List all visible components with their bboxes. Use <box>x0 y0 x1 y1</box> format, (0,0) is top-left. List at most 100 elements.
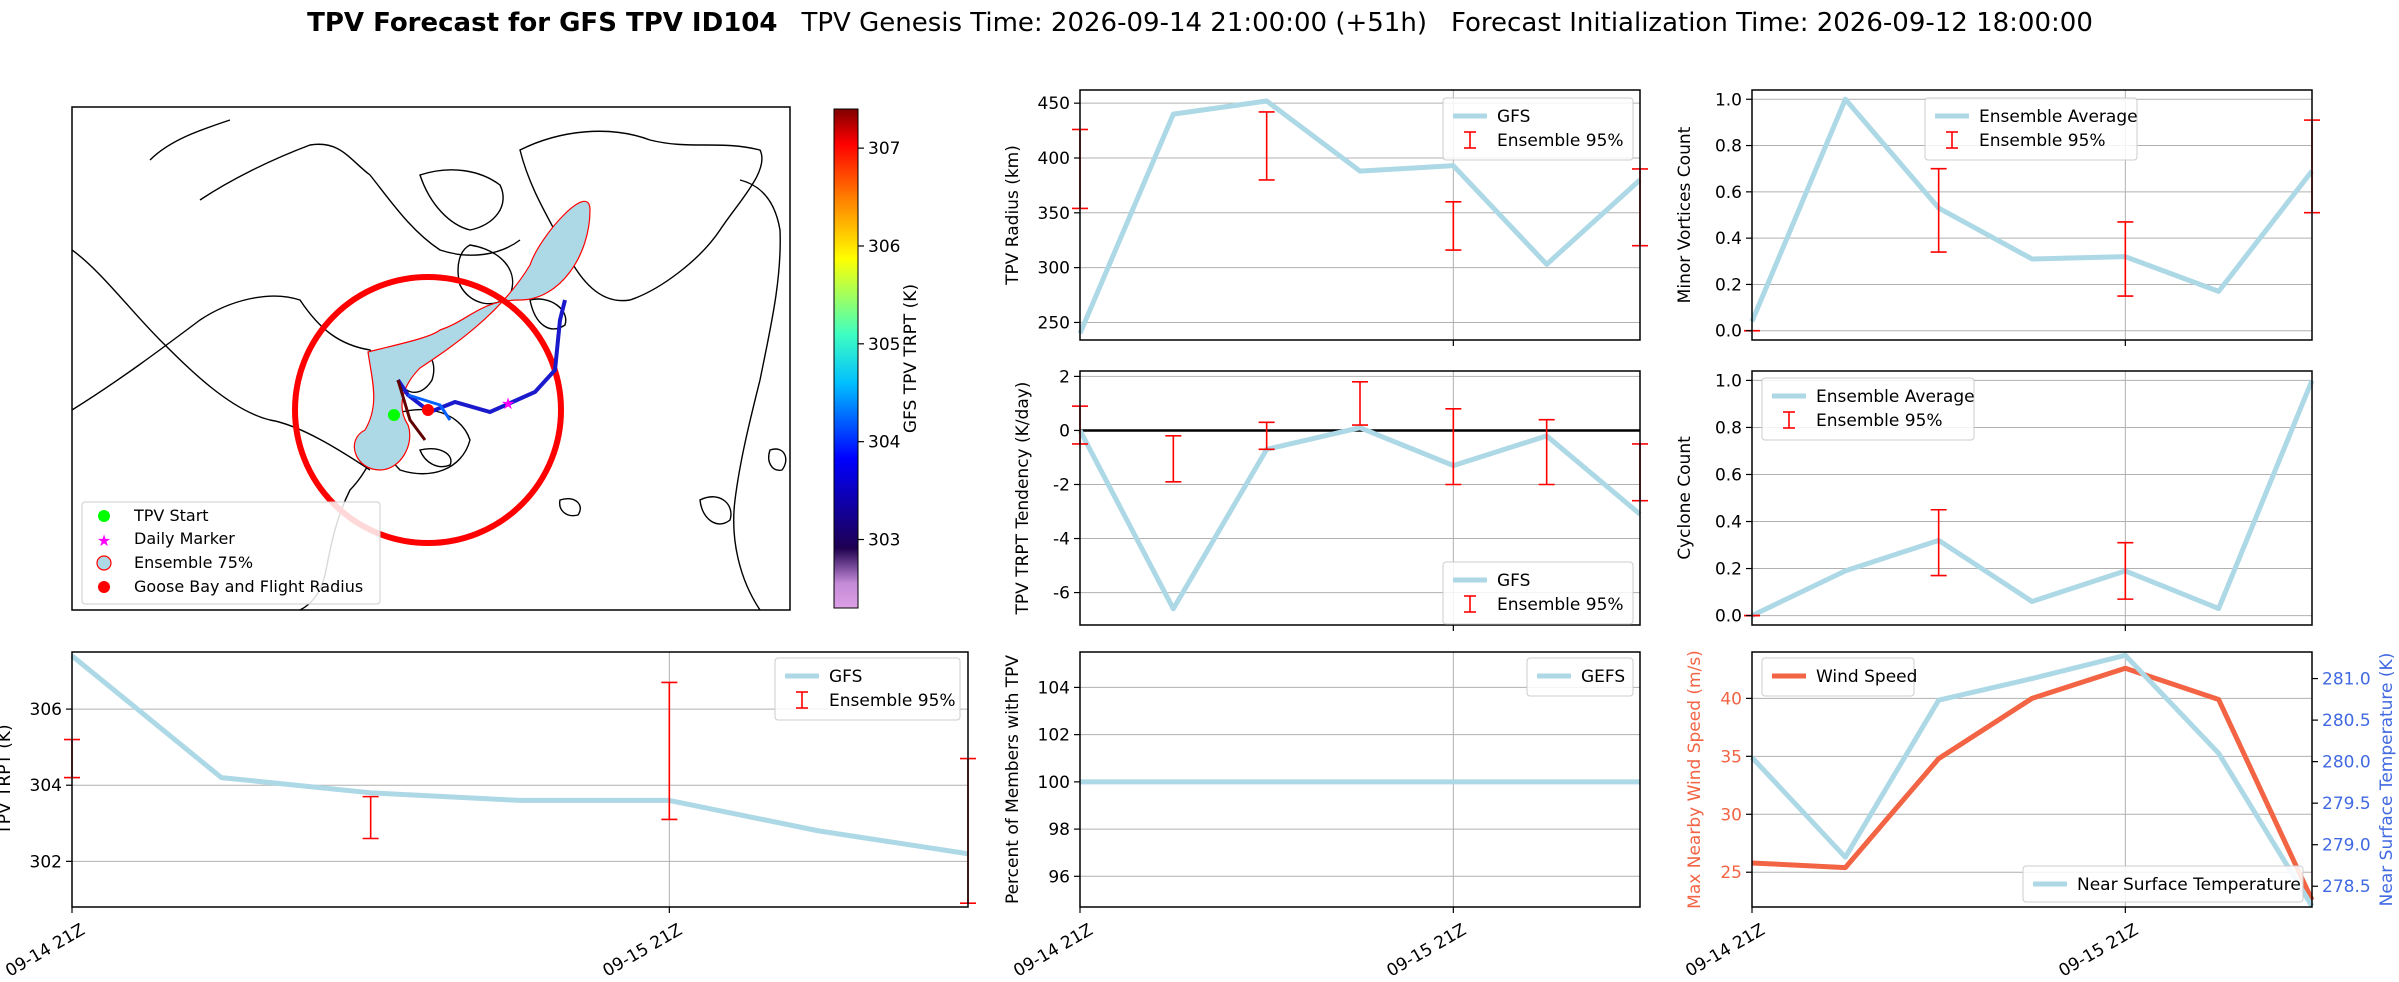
daily-marker-icon: ★ <box>97 531 111 550</box>
y-tick-label: 25 <box>1720 863 1742 883</box>
y-tick-label: 1.0 <box>1715 90 1742 110</box>
legend-box <box>1526 657 1634 697</box>
x-tick-label: 09-14 21Z <box>2 920 88 981</box>
y-tick-label: -4 <box>1053 530 1070 550</box>
legend-label: Wind Speed <box>1816 667 1917 687</box>
y-tick-label: 0.2 <box>1715 275 1742 295</box>
y-tick-label: 104 <box>1038 678 1070 698</box>
colorbar-tick-label: 305 <box>868 335 900 355</box>
y-axis-label: Percent of Members with TPV <box>1003 655 1023 904</box>
y2-tick-label: 281.0 <box>2322 670 2371 690</box>
y-axis-label: TPV Radius (km) <box>1003 145 1023 286</box>
series-radius <box>1077 98 1642 335</box>
x-tick-label: 09-15 21Z <box>2056 920 2142 981</box>
ensemble-75-icon <box>96 555 112 571</box>
legend-box <box>1442 561 1634 625</box>
y-axis-label: Minor Vortices Count <box>1675 126 1695 303</box>
y-tick-label: 102 <box>1038 726 1070 746</box>
axes-frame <box>1751 370 2313 626</box>
legend-daily-marker: Daily Marker <box>134 529 235 548</box>
axes-frame <box>1079 89 1641 341</box>
legend-label: Ensemble 95% <box>1497 131 1624 151</box>
legend-label: Ensemble Average <box>1816 387 1975 407</box>
y2-axis-label: Near Surface Temperature (K) <box>2377 653 2397 907</box>
y-tick-label: 302 <box>30 852 62 872</box>
y-tick-label: 300 <box>1038 259 1070 279</box>
colorbar-gradient <box>833 108 859 609</box>
goose-bay-icon <box>98 581 110 593</box>
legend-box <box>774 657 961 721</box>
y2-tick-label: 280.5 <box>2322 711 2371 731</box>
y-axis-label: Cyclone Count <box>1675 436 1695 560</box>
legend-label: Near Surface Temperature <box>2077 875 2301 895</box>
y-tick-label: 0.8 <box>1715 418 1742 438</box>
legend-label: Ensemble 95% <box>1979 131 2106 151</box>
x-tick-label: 09-15 21Z <box>1384 920 1470 981</box>
y-tick-label: 0.4 <box>1715 513 1742 533</box>
chart-minor: 0.0 0.2 0.4 0.6 0.8 1.0 Minor Vortices Count En… <box>1675 89 2320 346</box>
y-tick-label: 100 <box>1038 773 1070 793</box>
axes-frame <box>1079 370 1641 626</box>
series-minor <box>1749 96 2314 323</box>
y-tick-label: 306 <box>30 700 62 720</box>
legend-box <box>1761 657 1915 697</box>
legend-box <box>1442 97 1634 161</box>
legend-label: Ensemble 95% <box>1497 595 1624 615</box>
y-tick-label: 0.2 <box>1715 560 1742 580</box>
axes-frame <box>71 651 969 908</box>
colorbar: 303 304 305 306 307 GFS TPV TRPT (K) <box>833 108 921 609</box>
map-legend: TPV Start ★ Daily Marker Ensemble 75% Go… <box>81 501 381 605</box>
y2-tick-label: 279.5 <box>2322 794 2371 814</box>
legend-box <box>1761 377 1975 441</box>
y-tick-label: 2 <box>1059 367 1070 387</box>
x-tick-label: 09-14 21Z <box>1010 920 1096 981</box>
chart-cyclone: 0.0 0.2 0.4 0.6 0.8 1.0 Cyclone Count Ensemble … <box>1675 370 2315 631</box>
y-tick-label: 0.6 <box>1715 465 1742 485</box>
chart-wind: 278.5 279.0 279.5 280.0 280.5 281.0 Near Surfa… <box>1682 650 2397 981</box>
axes-frame <box>1079 651 1641 908</box>
y-axis-label: TPV TRPT Tendency (K/day) <box>1013 382 1033 616</box>
chart-tendency: -6 -4 -2 0 2 TPV TRPT Tendency (K/day) GFS Ense… <box>1013 367 1648 631</box>
y-tick-label: 400 <box>1038 149 1070 169</box>
y-tick-label: 304 <box>30 776 62 796</box>
x-tick-label: 09-15 21Z <box>600 920 686 981</box>
y-tick-label: 96 <box>1048 867 1070 887</box>
y-tick-label: 350 <box>1038 204 1070 224</box>
y-tick-label: 98 <box>1048 820 1070 840</box>
colorbar-label: GFS TPV TRPT (K) <box>901 284 921 433</box>
colorbar-tick-label: 303 <box>868 531 900 551</box>
y-tick-label: -6 <box>1053 584 1070 604</box>
y-tick-label: 250 <box>1038 313 1070 333</box>
y-tick-label: 0.0 <box>1715 607 1742 627</box>
map-track: ★ <box>292 200 591 546</box>
legend-label: GFS <box>1497 107 1530 127</box>
map-panel: ★ TPV Start ★ Daily Marker Ensemble 75% … <box>71 106 921 611</box>
y-tick-label: -2 <box>1053 475 1070 495</box>
colorbar-tick-label: 306 <box>868 237 900 257</box>
series-temperature <box>1750 652 2315 908</box>
legend-label: GEFS <box>1581 667 1625 687</box>
y-tick-label: 450 <box>1038 94 1070 114</box>
svg-text:★: ★ <box>501 394 515 413</box>
y-axis-label: Max Nearby Wind Speed (m/s) <box>1685 650 1705 909</box>
y-axis-label: TPV TRPT (K) <box>0 724 15 835</box>
figure-title: TPV Forecast for GFS TPV ID104 TPV Genesi… <box>307 8 2093 38</box>
colorbar-tick-label: 307 <box>868 139 900 159</box>
colorbar-tick-label: 304 <box>868 433 900 453</box>
y2-tick-label: 278.5 <box>2322 877 2371 897</box>
series-trpt <box>70 653 969 857</box>
tpv-start-icon <box>98 510 110 522</box>
legend-label: GFS <box>829 667 862 687</box>
y-tick-label: 0 <box>1059 421 1070 441</box>
y-tick-label: 35 <box>1720 747 1742 767</box>
chart-radius: 250 300 350 400 450 TPV Radius (km) GFS Ensembl… <box>1003 89 1648 346</box>
legend-ensemble-75: Ensemble 75% <box>134 553 253 572</box>
y-tick-label: 0.4 <box>1715 229 1742 249</box>
legend-box <box>2022 865 2304 903</box>
y-tick-label: 30 <box>1720 805 1742 825</box>
y2-tick-label: 279.0 <box>2322 836 2371 856</box>
chart-members: 96 98 100 102 104 09-14 21Z 09-15 21Z Percent o… <box>1003 651 1641 981</box>
legend-tpv-start: TPV Start <box>133 506 209 525</box>
y-tick-label: 0.8 <box>1715 137 1742 157</box>
y-tick-label: 1.0 <box>1715 371 1742 391</box>
